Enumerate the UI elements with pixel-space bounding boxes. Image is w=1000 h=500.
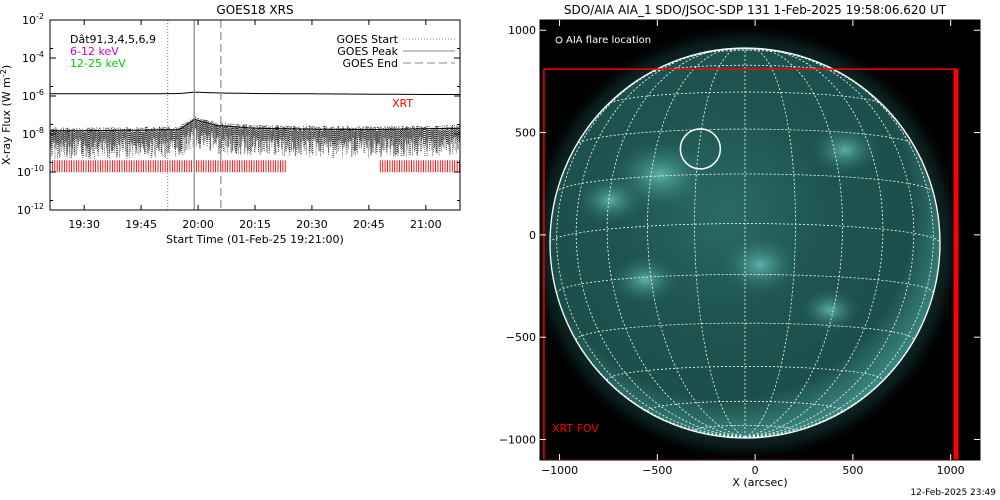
active-region — [810, 125, 880, 175]
active-region — [575, 175, 645, 225]
goes-event-lines — [167, 20, 222, 210]
active-regions — [575, 125, 880, 332]
goes-x-tick-label: 20:30 — [296, 218, 328, 231]
grid-longitude-line — [744, 48, 796, 438]
xrt-fov-right-edge — [953, 69, 959, 460]
goes-y-tick-label: 10-12 — [17, 202, 44, 217]
footer-timestamp: 12-Feb-2025 23:49 — [910, 488, 996, 498]
goes-legend-end: GOES End — [342, 57, 398, 70]
grid-latitude-line — [550, 223, 940, 244]
grid-longitude-line — [694, 48, 746, 438]
aia-legend-label: AIA flare location — [566, 35, 651, 46]
goes-flux-curves — [50, 91, 460, 159]
aia-legend-circle-icon — [555, 36, 563, 44]
goes-legend-start: GOES Start — [337, 33, 399, 46]
aia-x-tick-label: 1000 — [937, 464, 965, 477]
aia-image-title: SDO/AIA AIA_1 SDO/JSOC-SDP 131 1-Feb-202… — [564, 3, 947, 17]
goes-long-channel-line — [50, 91, 460, 95]
goes-x-tick-label: 20:45 — [353, 218, 385, 231]
aia-y-tick-label: −1000 — [499, 434, 536, 447]
aia-image-frame — [539, 19, 981, 461]
goes-xrt-label: XRT — [392, 97, 413, 110]
active-region — [610, 255, 680, 305]
aia-x-tick-label: −500 — [642, 464, 672, 477]
goes-channels-label: Dât91,3,4,5,6,9 — [70, 33, 156, 46]
grid-longitude-line — [744, 48, 940, 438]
aia-flare-location-marker — [679, 128, 722, 170]
goes-y-tick-label: 10-8 — [22, 126, 44, 141]
goes-y-tick-label: 10-10 — [17, 164, 44, 179]
aia-x-axis-label: X (arcsec) — [732, 476, 787, 489]
goes-y-tick-label: 10-6 — [22, 88, 44, 103]
goes-x-axis-label: Start Time (01-Feb-25 19:21:00) — [166, 233, 344, 246]
goes-xrt-coverage — [50, 160, 460, 173]
goes-x-tick-label: 20:00 — [182, 218, 214, 231]
aia-x-tick-label: 0 — [752, 464, 759, 477]
grid-longitude-line — [606, 48, 746, 438]
aia-y-tick-label: 1000 — [508, 24, 536, 37]
goes-chart-title: GOES18 XRS — [216, 3, 293, 17]
goes-y-tick-label: 10-4 — [22, 50, 44, 65]
grid-longitude-line — [744, 48, 884, 438]
aia-x-tick-label: −1000 — [541, 464, 578, 477]
goes-short-channel-line — [50, 118, 460, 132]
aia-x-ticks: −1000 −500 0 500 1000 — [541, 20, 965, 477]
xrt-fov-label: XRT FOV — [552, 422, 599, 435]
goes-x-tick-label: 21:00 — [410, 218, 442, 231]
goes-x-tick-label: 20:15 — [239, 218, 271, 231]
aia-y-ticks: 1000 500 0 −500 −1000 — [499, 24, 980, 447]
aia-x-tick-label: 500 — [842, 464, 863, 477]
aia-y-tick-label: −500 — [506, 331, 536, 344]
grid-longitude-line — [647, 48, 746, 438]
active-region — [720, 235, 800, 295]
grid-longitude-line — [550, 48, 746, 438]
goes-legend-6-12kev: 6-12 keV — [70, 45, 119, 58]
aia-image-panel: SDO/AIA AIA_1 SDO/JSOC-SDP 131 1-Feb-202… — [499, 3, 981, 489]
active-region — [800, 288, 860, 332]
goes-y-axis-label: X-ray Flux (W m-2) — [0, 65, 13, 165]
goes-x-tick-label: 19:45 — [125, 218, 157, 231]
goes-legend-12-25kev: 12-25 keV — [70, 57, 126, 70]
goes-y-ticks: 10-12 10-10 10-8 10-6 10-4 10-2 — [17, 12, 460, 217]
goes-legend-peak: GOES Peak — [337, 45, 398, 58]
goes-xrs-chart: GOES18 XRS 19:30 19:45 20:00 20:15 20:30 20:4… — [0, 3, 461, 246]
grid-longitude-line — [744, 48, 843, 438]
goes-x-ticks: 19:30 19:45 20:00 20:15 20:30 20:45 21:00 — [68, 20, 442, 231]
goes-x-tick-label: 19:30 — [68, 218, 100, 231]
goes-y-tick-label: 10-2 — [22, 12, 44, 27]
grid-latitude-line — [606, 365, 884, 381]
aia-y-tick-label: 0 — [529, 229, 536, 242]
solar-limb — [549, 47, 941, 439]
aia-y-tick-label: 500 — [515, 127, 536, 140]
heliographic-grid — [550, 48, 940, 438]
